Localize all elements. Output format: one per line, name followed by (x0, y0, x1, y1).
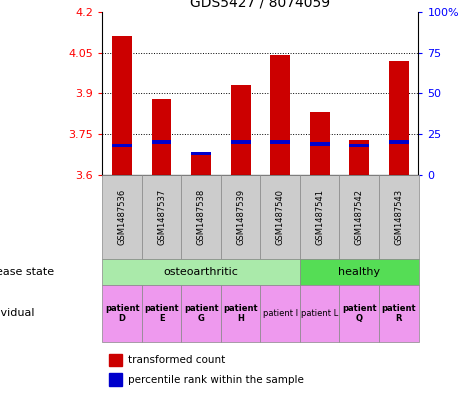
Bar (191, 152, 211, 156)
Bar (102, 175, 142, 259)
Text: GSM1487540: GSM1487540 (276, 189, 285, 245)
Text: patient
E: patient E (144, 304, 179, 323)
Bar (300, 285, 339, 342)
Bar (152, 141, 172, 144)
Bar (142, 285, 181, 342)
Bar (379, 175, 418, 259)
Text: GSM1487539: GSM1487539 (236, 189, 245, 245)
Text: patient
R: patient R (381, 304, 416, 323)
Text: transformed count: transformed count (128, 355, 226, 365)
Bar (349, 144, 369, 147)
Bar (221, 175, 260, 259)
Bar (300, 175, 339, 259)
Bar (270, 55, 290, 175)
Text: patient
Q: patient Q (342, 304, 377, 323)
Bar (109, 354, 122, 366)
Bar (270, 141, 290, 144)
Text: osteoarthritic: osteoarthritic (164, 267, 239, 277)
Bar (339, 285, 379, 342)
Text: healthy: healthy (338, 267, 380, 277)
Bar (379, 285, 418, 342)
Bar (231, 85, 251, 175)
Bar (102, 259, 300, 285)
Text: GSM1487542: GSM1487542 (355, 189, 364, 245)
Text: patient
D: patient D (105, 304, 140, 323)
Text: GSM1487536: GSM1487536 (118, 189, 126, 245)
Bar (142, 175, 181, 259)
Text: patient I: patient I (263, 309, 298, 318)
Text: GSM1487538: GSM1487538 (197, 189, 206, 245)
Bar (310, 142, 330, 146)
Bar (349, 140, 369, 175)
Text: GSM1487543: GSM1487543 (394, 189, 403, 245)
Text: individual: individual (0, 309, 34, 318)
Title: GDS5427 / 8074059: GDS5427 / 8074059 (190, 0, 331, 9)
Bar (260, 175, 300, 259)
Bar (260, 285, 300, 342)
Bar (112, 144, 132, 147)
Bar (181, 285, 221, 342)
Bar (152, 99, 172, 175)
Text: patient L: patient L (301, 309, 339, 318)
Bar (221, 285, 260, 342)
Bar (102, 285, 142, 342)
Bar (181, 175, 221, 259)
Bar (191, 153, 211, 175)
Text: disease state: disease state (0, 267, 54, 277)
Text: percentile rank within the sample: percentile rank within the sample (128, 375, 304, 385)
Bar (231, 141, 251, 144)
Text: GSM1487541: GSM1487541 (315, 189, 324, 245)
Bar (300, 259, 418, 285)
Text: patient
G: patient G (184, 304, 219, 323)
Text: GSM1487537: GSM1487537 (157, 189, 166, 245)
Text: patient
H: patient H (223, 304, 258, 323)
Bar (310, 112, 330, 175)
Bar (109, 373, 122, 386)
Bar (339, 175, 379, 259)
Bar (389, 61, 409, 175)
Bar (389, 141, 409, 144)
Bar (112, 36, 132, 175)
